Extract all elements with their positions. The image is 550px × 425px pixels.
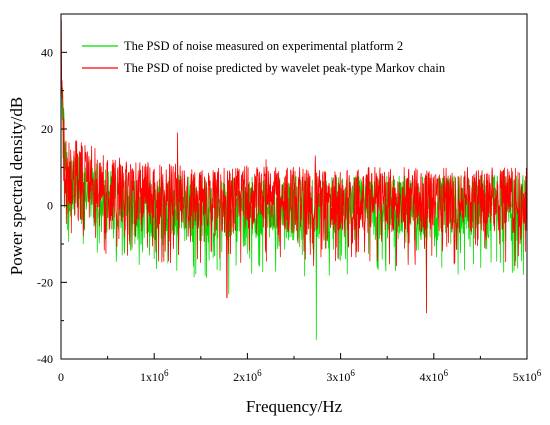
legend-label-measured: The PSD of noise measured on experimenta… <box>124 39 403 53</box>
x-tick-label: 1x106 <box>140 368 169 384</box>
x-tick-label: 4x106 <box>420 368 449 384</box>
y-tick-label: 20 <box>41 122 53 136</box>
x-tick-label: 0 <box>58 370 64 384</box>
y-tick-label: -40 <box>37 352 53 366</box>
x-tick-labels: 0 1x106 2x106 3x106 4x106 5x106 <box>58 368 542 384</box>
axis-ticks <box>60 13 528 360</box>
x-axis-title: Frequency/Hz <box>246 397 343 416</box>
legend: The PSD of noise measured on experimenta… <box>82 39 446 75</box>
x-tick-label: 5x106 <box>513 368 542 384</box>
series-layer <box>61 19 527 341</box>
x-tick-label: 3x106 <box>326 368 355 384</box>
x-tick-label: 2x106 <box>233 368 262 384</box>
legend-label-predicted: The PSD of noise predicted by wavelet pe… <box>124 61 446 75</box>
y-tick-labels: -40 -20 0 20 40 <box>37 45 53 366</box>
y-axis-title: Power spectral density/dB <box>7 97 26 275</box>
y-tick-label: 0 <box>47 199 53 213</box>
y-tick-label: -20 <box>37 275 53 289</box>
series-line-predicted <box>61 19 527 314</box>
y-tick-label: 40 <box>41 45 53 59</box>
